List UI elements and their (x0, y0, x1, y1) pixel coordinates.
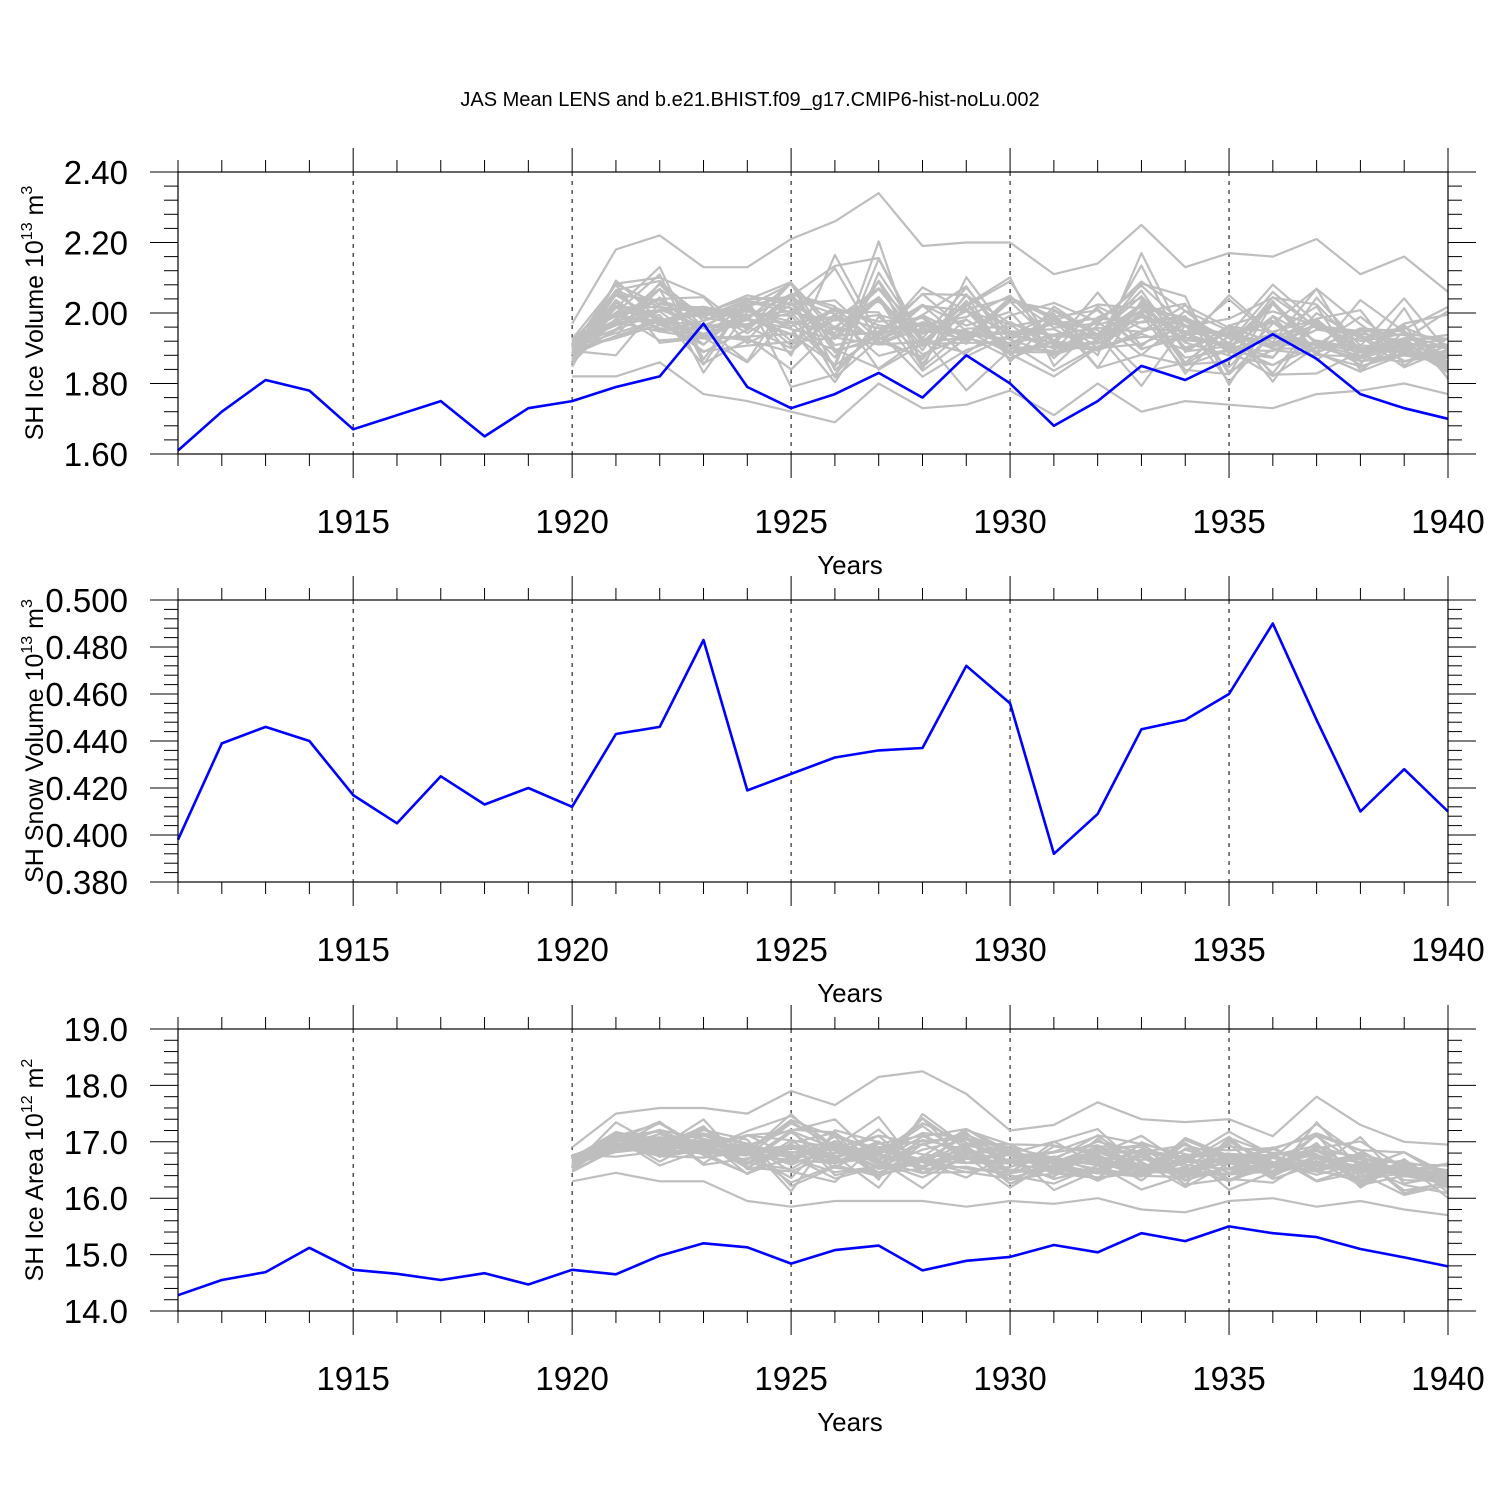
y-axis-label-main: SH Ice Area 10 (21, 1113, 49, 1281)
y-tick-label: 0.500 (45, 582, 128, 619)
ensemble-member-line (571, 283, 1449, 384)
y-axis-label: SH Ice Area 1012 m2 (19, 1059, 49, 1282)
y-tick-label: 16.0 (64, 1180, 128, 1217)
x-tick-label: 1940 (1411, 1360, 1484, 1397)
y-axis-label-unit: m (21, 1068, 49, 1096)
x-tick-label: 1930 (973, 1360, 1046, 1397)
y-axis-label-exponent: 12 (19, 1095, 36, 1113)
ensemble-member-line (571, 1125, 1449, 1184)
y-axis-label-exponent: 13 (19, 636, 36, 654)
y-axis-label-exponent: 13 (19, 222, 36, 240)
y-tick-label: 17.0 (64, 1124, 128, 1161)
y-axis-label-unit: m (21, 608, 49, 636)
x-tick-label: 1940 (1411, 931, 1484, 968)
x-tick-label: 1935 (1192, 1360, 1265, 1397)
ensemble-member-line (571, 1130, 1449, 1185)
ensemble-member-line (571, 289, 1449, 372)
ensemble-member-line (571, 1070, 1449, 1149)
x-tick-label: 1915 (316, 503, 389, 540)
y-tick-label: 0.480 (45, 629, 128, 666)
y-tick-label: 0.400 (45, 817, 128, 854)
x-axis-label: Years (817, 978, 883, 1008)
y-axis-label-unit: m (21, 195, 49, 223)
panel-ice-volume: 1915 1920 1925 1930 1935 1940 1.60 1.80 2.00 2.20… (19, 148, 1485, 580)
x-tick-label: 1920 (535, 931, 608, 968)
y-tick-label: 18.0 (64, 1067, 128, 1104)
x-tick-label: 1935 (1192, 931, 1265, 968)
y-tick-label: 1.80 (64, 366, 128, 403)
x-axis-label: Years (817, 550, 883, 580)
y-tick-label: 0.420 (45, 770, 128, 807)
x-tick-label: 1930 (973, 503, 1046, 540)
ensemble-member-line (571, 252, 1449, 374)
series-line-simulation (177, 322, 1449, 452)
y-tick-label: 0.440 (45, 723, 128, 760)
y-axis-label-unit-exponent: 2 (19, 1059, 36, 1068)
plot-frame (177, 1028, 1449, 1312)
ensemble-members (571, 1070, 1449, 1217)
y-axis-label-main: SH Ice Volume 10 (21, 240, 49, 440)
ensemble-member-line (572, 361, 1449, 424)
x-tick-label: 1940 (1411, 503, 1484, 540)
plot-frame (177, 599, 1449, 883)
x-tick-label: 1925 (754, 931, 827, 968)
x-tick-label: 1915 (316, 931, 389, 968)
series-line-simulation (176, 622, 1449, 856)
x-tick-label: 1925 (754, 1360, 827, 1397)
y-tick-label: 19.0 (64, 1011, 128, 1048)
y-axis-label-unit-exponent: 3 (19, 186, 36, 195)
ensemble-member-line (571, 281, 1449, 386)
x-tick-label: 1920 (535, 1360, 608, 1397)
y-tick-label: 2.20 (64, 225, 128, 262)
panel-ice-area: 1915 1920 1925 1930 1935 1940 14.0 15.0 16.0 17.0… (19, 1005, 1485, 1437)
ensemble-member-line (571, 1171, 1449, 1217)
ensemble-member-line (571, 271, 1449, 379)
series-line-simulation (177, 1225, 1449, 1297)
y-tick-label: 1.60 (64, 436, 128, 473)
y-axis-label: SH Snow Volume 1013 m3 (19, 599, 49, 883)
x-tick-label: 1930 (973, 931, 1046, 968)
chart-title: JAS Mean LENS and b.e21.BHIST.f09_g17.CM… (460, 89, 1039, 111)
y-tick-label: 2.40 (64, 154, 128, 191)
plot-frame (177, 171, 1449, 455)
y-axis-label-unit-exponent: 3 (19, 599, 36, 608)
ensemble-member-line (571, 257, 1449, 368)
y-tick-label: 0.380 (45, 864, 128, 901)
x-tick-label: 1915 (316, 1360, 389, 1397)
ensemble-member-line (571, 192, 1449, 325)
panel-snow-volume: 1915 1920 1925 1930 1935 1940 0.380 0.400 0.420 0… (19, 576, 1485, 1008)
x-axis-label: Years (817, 1407, 883, 1437)
y-tick-label: 15.0 (64, 1237, 128, 1274)
y-tick-label: 14.0 (64, 1293, 128, 1330)
ensemble-member-line (571, 1128, 1449, 1190)
x-tick-label: 1925 (754, 503, 827, 540)
y-axis-label-main: SH Snow Volume 10 (21, 654, 49, 883)
y-axis-label: SH Ice Volume 1013 m3 (19, 186, 49, 441)
y-tick-label: 0.460 (45, 676, 128, 713)
ensemble-members (571, 192, 1449, 424)
x-tick-label: 1935 (1192, 503, 1265, 540)
x-tick-label: 1920 (535, 503, 608, 540)
y-tick-label: 2.00 (64, 295, 128, 332)
